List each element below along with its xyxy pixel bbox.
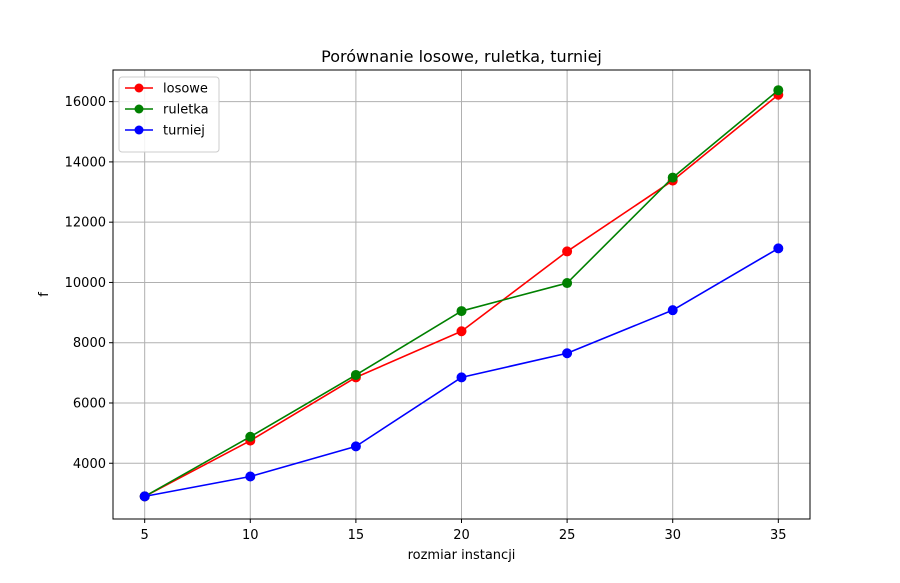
- legend-swatch-marker: [134, 125, 144, 135]
- legend-item-ruletka: ruletka: [125, 103, 209, 118]
- legend-swatch-marker: [134, 104, 144, 114]
- x-tick-label: 35: [770, 528, 787, 543]
- data-point-turniej: [667, 305, 678, 316]
- legend-item-turniej: turniej: [125, 124, 205, 139]
- x-axis-label: rozmiar instancji: [408, 548, 516, 563]
- chart-title: Porównanie losowe, ruletka, turniej: [321, 47, 602, 66]
- x-tick-label: 30: [664, 528, 681, 543]
- data-point-turniej: [139, 491, 150, 502]
- data-point-losowe: [562, 246, 573, 257]
- y-tick-label: 14000: [65, 155, 106, 170]
- data-point-losowe: [456, 326, 467, 337]
- y-tick-label: 4000: [73, 457, 106, 472]
- legend-box: [118, 76, 220, 153]
- y-axis-label: f: [37, 292, 52, 297]
- y-tick-label: 12000: [65, 216, 106, 231]
- data-point-turniej: [562, 348, 573, 359]
- x-tick-label: 10: [242, 528, 259, 543]
- data-point-ruletka: [667, 172, 678, 183]
- data-point-ruletka: [773, 85, 784, 96]
- series-lines: [139, 85, 784, 502]
- legend-label: turniej: [163, 124, 205, 139]
- legend-label: losowe: [163, 82, 208, 97]
- series-turniej: [139, 243, 784, 502]
- legend-label: ruletka: [163, 103, 209, 118]
- x-tick-label: 25: [559, 528, 576, 543]
- legend-swatch-marker: [134, 83, 144, 93]
- data-point-turniej: [456, 372, 467, 383]
- data-point-turniej: [245, 471, 256, 482]
- x-tick-label: 5: [141, 528, 149, 543]
- x-tick-label: 20: [453, 528, 470, 543]
- legend: losowe ruletka turniej: [118, 76, 220, 153]
- y-tick-label: 16000: [65, 95, 106, 110]
- data-point-ruletka: [350, 369, 361, 380]
- grid-lines: [113, 70, 810, 519]
- data-point-ruletka: [245, 431, 256, 442]
- legend-item-losowe: losowe: [125, 82, 208, 97]
- data-point-turniej: [773, 243, 784, 254]
- y-tick-label: 8000: [73, 336, 106, 351]
- y-tick-label: 6000: [73, 396, 106, 411]
- x-tick-label: 15: [348, 528, 365, 543]
- data-point-turniej: [350, 441, 361, 452]
- y-tick-label: 10000: [65, 276, 106, 291]
- data-point-ruletka: [562, 278, 573, 289]
- axis-ticks: 5 10 15 20 25 30 35 4000 6000 8000 10000 12000 14000…: [65, 95, 787, 543]
- data-point-ruletka: [456, 306, 467, 317]
